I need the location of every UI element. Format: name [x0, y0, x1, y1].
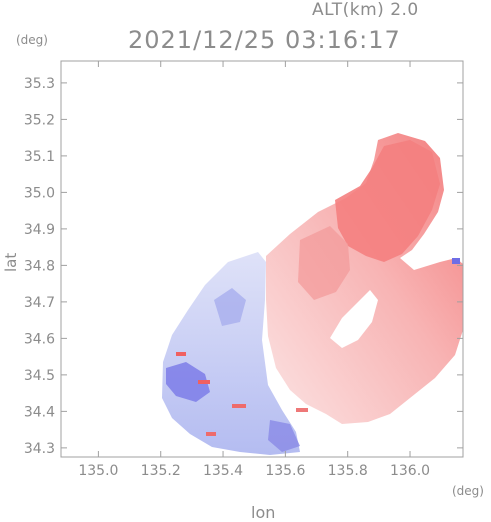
plot-frame	[60, 60, 464, 458]
y-tick-label: 34.4	[24, 404, 55, 420]
y-tick-label: 34.5	[24, 368, 55, 384]
y-tick-label: 35.0	[24, 185, 55, 201]
y-tick-label: 35.2	[24, 112, 55, 128]
speckle	[232, 404, 246, 408]
strong-negative-patch	[268, 420, 300, 452]
no-echo-gap	[330, 290, 378, 348]
y-tick-label: 35.3	[24, 76, 55, 92]
y-axis-ticks: 35.3 35.2 35.1 35.0 34.9 34.8 34.7 34.6 34.5 34.4…	[24, 76, 463, 457]
y-tick-label: 35.1	[24, 149, 55, 165]
x-tick-label: 135.2	[141, 463, 181, 479]
x-axis-unit: (deg)	[452, 484, 484, 498]
strong-negative-patch	[214, 288, 246, 326]
x-tick-label: 135.0	[78, 463, 118, 479]
negative-velocity-region	[162, 252, 300, 455]
timestamp-title: 2021/12/25 03:16:17	[128, 26, 401, 54]
strong-negative-patch	[166, 362, 210, 402]
y-tick-label: 34.7	[24, 295, 55, 311]
x-axis-label: lon	[251, 503, 276, 522]
y-tick-label: 34.9	[24, 222, 55, 238]
speckle	[206, 432, 216, 436]
y-tick-label: 34.6	[24, 331, 55, 347]
x-tick-label: 135.4	[203, 463, 243, 479]
altitude-label: ALT(km) 2.0	[312, 0, 419, 20]
x-tick-label: 135.8	[328, 463, 368, 479]
strong-positive-patch	[298, 226, 350, 300]
y-axis-unit: (deg)	[16, 33, 48, 47]
strong-positive-patch	[335, 140, 440, 262]
x-axis-ticks: 135.0 135.2 135.4 135.6 135.8 136.0	[78, 61, 430, 479]
speckle	[296, 408, 308, 412]
y-tick-label: 34.3	[24, 441, 55, 457]
x-tick-label: 136.0	[390, 463, 430, 479]
speckle	[198, 380, 210, 384]
x-tick-label: 135.6	[265, 463, 305, 479]
echo-field	[162, 133, 463, 455]
speckle	[176, 352, 186, 356]
y-tick-label: 34.8	[24, 258, 55, 274]
speckle	[452, 258, 460, 264]
